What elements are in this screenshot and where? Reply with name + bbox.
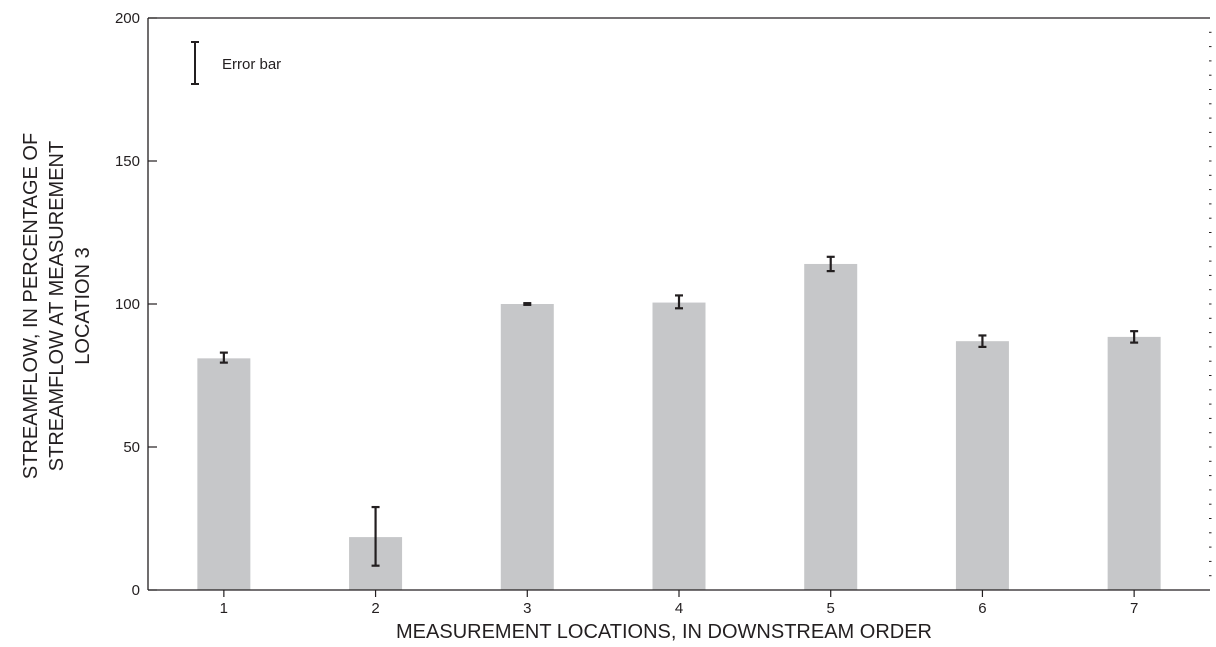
x-axis-title: MEASUREMENT LOCATIONS, IN DOWNSTREAM ORD… <box>396 621 932 643</box>
error-bar-2 <box>371 505 380 567</box>
legend-error-bar-icon <box>191 41 199 85</box>
y-axis-title: STREAMFLOW, IN PERCENTAGE OF STREAMFLOW A… <box>20 133 94 479</box>
error-bar-6 <box>978 334 987 348</box>
y-tick-label: 0 <box>132 582 140 599</box>
x-tick-label: 5 <box>827 600 835 617</box>
x-tick-label: 7 <box>1130 600 1138 617</box>
x-ticks-group: 1 2 3 4 5 6 7 <box>220 590 1138 617</box>
legend-label: Error bar <box>222 56 281 73</box>
error-bar-7 <box>1130 330 1139 344</box>
y-tick-label: 50 <box>123 439 140 456</box>
y-axis-title-line: LOCATION 3 <box>72 247 94 364</box>
error-bar-3 <box>523 302 532 306</box>
bar-5 <box>804 263 858 590</box>
y-ticks-group: 0 50 100 150 200 <box>115 10 157 599</box>
error-bars-group <box>219 255 1139 567</box>
y-axis-title-line: STREAMFLOW, IN PERCENTAGE OF <box>20 133 42 479</box>
bar-6 <box>955 341 1009 590</box>
bar-3 <box>500 304 554 590</box>
x-tick-label: 2 <box>371 600 379 617</box>
error-bar-5 <box>826 255 835 273</box>
bar-7 <box>1107 336 1161 590</box>
legend: Error bar <box>191 41 281 85</box>
y-axis-title-line: STREAMFLOW AT MEASUREMENT <box>46 141 68 471</box>
right-edge-ticks <box>1209 31 1212 577</box>
y-tick-label: 100 <box>115 296 140 313</box>
bars-group <box>197 263 1161 590</box>
error-bar-1 <box>219 351 228 364</box>
y-tick-label: 150 <box>115 153 140 170</box>
bar-4 <box>652 302 706 590</box>
x-tick-label: 4 <box>675 600 683 617</box>
error-bar-4 <box>675 294 683 310</box>
x-tick-label: 6 <box>978 600 986 617</box>
y-tick-label: 200 <box>115 10 140 27</box>
x-tick-label: 1 <box>220 600 228 617</box>
bar-1 <box>197 358 251 590</box>
x-tick-label: 3 <box>523 600 531 617</box>
